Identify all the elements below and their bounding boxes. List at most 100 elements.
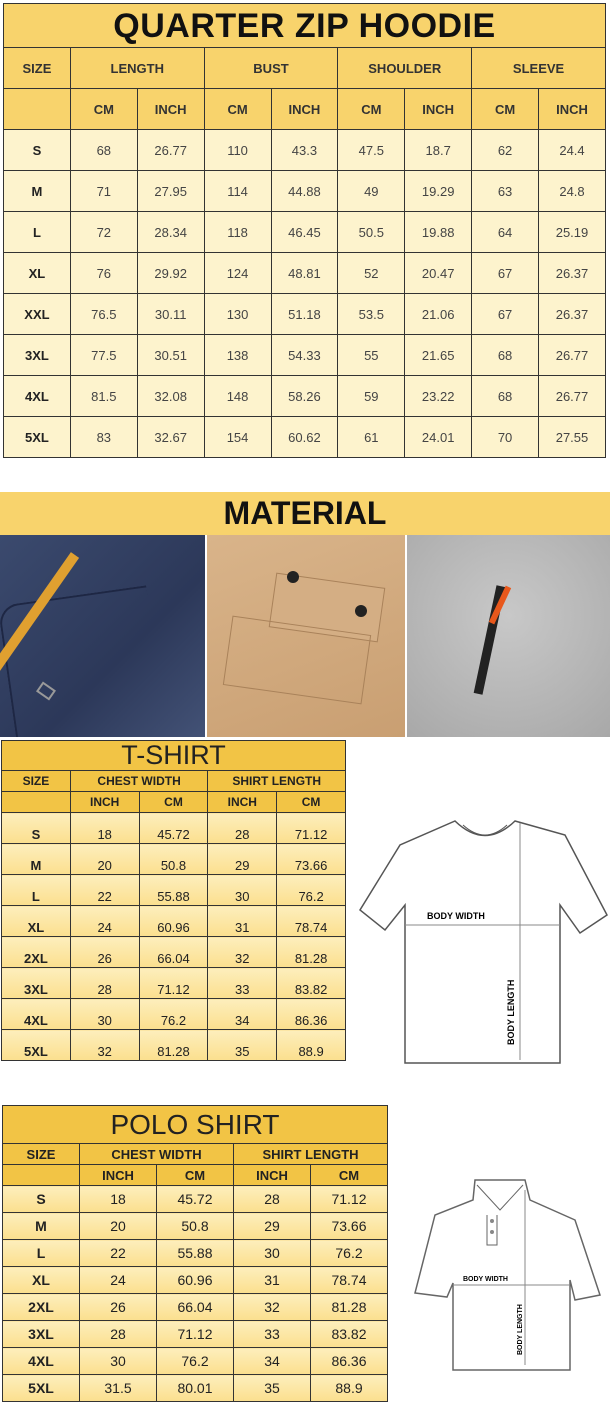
- measurement-cell: 21.06: [404, 293, 473, 335]
- size-cell: 5XL: [3, 416, 71, 458]
- measurement-cell: 68: [471, 375, 539, 417]
- measurement-cell: 35: [207, 1029, 278, 1061]
- table-row: S 18 45.72 28 71.12: [1, 812, 346, 844]
- measurement-cell: 55.88: [138, 874, 209, 906]
- size-cell: S: [2, 1185, 80, 1213]
- measurement-cell: 59: [337, 375, 406, 417]
- size-cell: S: [1, 812, 71, 844]
- measurement-cell: 67: [471, 293, 539, 335]
- measurement-cell: 76.5: [69, 293, 138, 335]
- measurement-cell: 76.2: [310, 1239, 388, 1267]
- table-row: 4XL 30 76.2 34 86.36: [1, 998, 346, 1030]
- hoodie-size-table: QUARTER ZIP HOODIE SIZE LENGTH BUST SHOULDER…: [3, 3, 606, 458]
- measurement-cell: 68: [471, 334, 539, 376]
- measurement-cell: 32.67: [136, 416, 205, 458]
- header-row: SIZE LENGTH BUST SHOULDER SLEEVE: [3, 47, 606, 89]
- measurement-cell: 31: [233, 1266, 311, 1294]
- size-cell: L: [2, 1239, 80, 1267]
- measurement-cell: 20.47: [404, 252, 473, 294]
- table-row: 5XL 32 81.28 35 88.9: [1, 1029, 346, 1061]
- polo-size-table: POLO SHIRT SIZE CHEST WIDTH SHIRT LENGTH INC…: [2, 1105, 388, 1402]
- measurement-cell: 33: [207, 967, 278, 999]
- measurement-cell: 50.5: [337, 211, 406, 253]
- measurement-cell: 67: [471, 252, 539, 294]
- unit-header: INCH: [404, 88, 473, 130]
- unit-header: CM: [69, 88, 138, 130]
- table-row: L 72 28.34 118 46.45 50.5 19.88 64 25.19: [3, 211, 606, 253]
- measurement-cell: 76.2: [276, 874, 346, 906]
- table-row: L 22 55.88 30 76.2: [1, 874, 346, 906]
- column-header: CHEST WIDTH: [79, 1143, 234, 1165]
- measurement-cell: 30: [207, 874, 278, 906]
- measurement-cell: 83: [69, 416, 138, 458]
- size-cell: XL: [3, 252, 71, 294]
- measurement-cell: 72: [69, 211, 138, 253]
- empty-cell: [3, 88, 71, 130]
- measurement-cell: 83.82: [310, 1320, 388, 1348]
- measurement-cell: 86.36: [310, 1347, 388, 1375]
- measurement-cell: 26: [69, 936, 140, 968]
- polo-body-width-label: BODY WIDTH: [463, 1276, 508, 1283]
- measurement-cell: 30.11: [136, 293, 205, 335]
- subheader-row: INCH CM INCH CM: [2, 1164, 388, 1186]
- unit-header: INCH: [136, 88, 205, 130]
- tshirt-size-table: T-SHIRT SIZE CHEST WIDTH SHIRT LENGTH INCH CM…: [1, 740, 346, 1061]
- measurement-cell: 20: [69, 843, 140, 875]
- measurement-cell: 30.51: [136, 334, 205, 376]
- unit-header: CM: [276, 791, 346, 813]
- size-cell: 5XL: [1, 1029, 71, 1061]
- size-cell: 4XL: [2, 1347, 80, 1375]
- measurement-cell: 73.66: [310, 1212, 388, 1240]
- table-title-row: POLO SHIRT: [2, 1105, 388, 1144]
- size-cell: 3XL: [2, 1320, 80, 1348]
- measurement-cell: 26.37: [538, 252, 606, 294]
- measurement-cell: 49: [337, 170, 406, 212]
- size-cell: 2XL: [2, 1293, 80, 1321]
- unit-header: CM: [471, 88, 539, 130]
- size-cell: 3XL: [1, 967, 71, 999]
- measurement-cell: 81.28: [310, 1293, 388, 1321]
- unit-header: CM: [156, 1164, 234, 1186]
- measurement-cell: 32.08: [136, 375, 205, 417]
- table-row: XXL 76.5 30.11 130 51.18 53.5 21.06 67 26.37: [3, 293, 606, 335]
- measurement-cell: 70: [471, 416, 539, 458]
- tshirt-body-width-label: BODY WIDTH: [427, 911, 485, 921]
- measurement-cell: 154: [203, 416, 272, 458]
- measurement-cell: 18.7: [404, 129, 473, 171]
- measurement-cell: 71.12: [156, 1320, 234, 1348]
- unit-header: CM: [337, 88, 406, 130]
- unit-header: CM: [138, 791, 209, 813]
- measurement-cell: 29: [207, 843, 278, 875]
- size-cell: XL: [1, 905, 71, 937]
- measurement-cell: 62: [471, 129, 539, 171]
- measurement-cell: 24.8: [538, 170, 606, 212]
- measurement-cell: 24.01: [404, 416, 473, 458]
- measurement-cell: 60.96: [138, 905, 209, 937]
- size-cell: 5XL: [2, 1374, 80, 1402]
- column-header: SHIRT LENGTH: [207, 770, 346, 792]
- measurement-cell: 50.8: [138, 843, 209, 875]
- measurement-cell: 20: [79, 1212, 157, 1240]
- size-cell: M: [1, 843, 71, 875]
- unit-header: INCH: [233, 1164, 311, 1186]
- measurement-cell: 24: [79, 1266, 157, 1294]
- measurement-cell: 88.9: [276, 1029, 346, 1061]
- table-row: 2XL 26 66.04 32 81.28: [2, 1293, 388, 1321]
- measurement-cell: 81.28: [276, 936, 346, 968]
- measurement-cell: 18: [69, 812, 140, 844]
- header-row: SIZE CHEST WIDTH SHIRT LENGTH: [1, 770, 346, 792]
- measurement-cell: 22: [69, 874, 140, 906]
- table-row: 3XL 28 71.12 33 83.82: [1, 967, 346, 999]
- measurement-cell: 43.3: [270, 129, 339, 171]
- measurement-cell: 29.92: [136, 252, 205, 294]
- measurement-cell: 48.81: [270, 252, 339, 294]
- size-cell: 2XL: [1, 936, 71, 968]
- table-row: 5XL 83 32.67 154 60.62 61 24.01 70 27.55: [3, 416, 606, 458]
- material-heading: MATERIAL: [0, 492, 610, 535]
- measurement-cell: 80.01: [156, 1374, 234, 1402]
- unit-header: CM: [310, 1164, 388, 1186]
- measurement-cell: 60.96: [156, 1266, 234, 1294]
- measurement-cell: 55: [337, 334, 406, 376]
- measurement-cell: 26.77: [538, 334, 606, 376]
- measurement-cell: 28: [233, 1185, 311, 1213]
